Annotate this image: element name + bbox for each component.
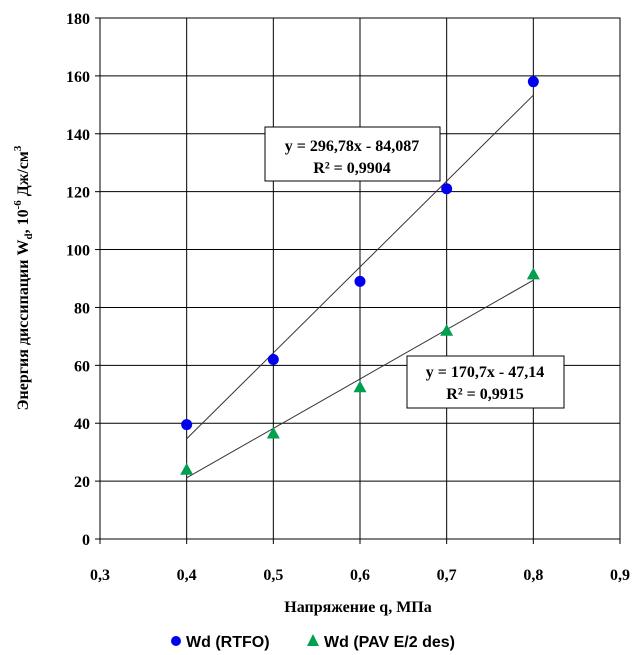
r2-rtfo: R² = 0,9904 — [313, 160, 390, 177]
data-point-triangle — [180, 463, 194, 475]
x-tick-label: 0,6 — [350, 567, 370, 584]
equation-rtfo: y = 296,78x - 84,087 — [285, 138, 419, 155]
x-axis-ticks: 0,3 0,4 0,5 0,6 0,7 0,8 0,9 — [90, 539, 630, 584]
x-tick-label: 0,4 — [177, 567, 197, 584]
x-tick-label: 0,9 — [610, 567, 630, 584]
y-tick-label: 120 — [66, 185, 90, 202]
x-tick-label: 0,3 — [90, 567, 110, 584]
x-tick-label: 0,8 — [523, 567, 543, 584]
x-tick-label: 0,7 — [437, 567, 457, 584]
data-point-circle — [527, 76, 539, 88]
trendline-1 — [186, 279, 534, 479]
equation-box-rtfo: y = 296,78x - 84,087 R² = 0,9904 — [264, 126, 441, 182]
data-points — [180, 76, 540, 475]
legend-label-rtfo: Wd (RTFO) — [186, 634, 270, 651]
legend-marker-pav — [307, 634, 319, 646]
data-point-circle — [354, 275, 366, 287]
equation-box-pav: y = 170,7x - 47,14 R² = 0,9915 — [406, 355, 565, 409]
y-tick-label: 40 — [74, 416, 90, 433]
y-axis-ticks: 0 20 40 60 80 100 120 140 160 180 — [66, 11, 100, 549]
x-tick-label: 0,5 — [263, 567, 283, 584]
y-tick-label: 100 — [66, 243, 90, 260]
y-tick-label: 80 — [74, 300, 90, 317]
equation-pav: y = 170,7x - 47,14 — [426, 364, 544, 381]
data-point-circle — [441, 183, 453, 195]
y-tick-label: 20 — [74, 474, 90, 491]
x-axis-title: Напряжение q, МПа — [284, 599, 431, 616]
data-point-triangle — [440, 324, 454, 336]
y-tick-label: 60 — [74, 358, 90, 375]
trendline-0 — [186, 94, 534, 440]
data-point-circle — [181, 419, 193, 431]
legend: Wd (RTFO) Wd (PAV E/2 des) — [171, 634, 455, 651]
legend-marker-rtfo — [171, 636, 181, 646]
trendlines — [186, 94, 534, 479]
y-tick-label: 140 — [66, 127, 90, 144]
data-point-triangle — [353, 380, 367, 393]
y-tick-label: 0 — [82, 532, 90, 549]
data-point-circle — [267, 354, 279, 366]
y-tick-label: 160 — [66, 69, 90, 86]
y-axis-title: Энергия диссипации Wd, 10-6 Дж/см3 — [12, 145, 35, 410]
y-tick-label: 180 — [66, 11, 90, 28]
r2-pav: R² = 0,9915 — [446, 386, 523, 403]
legend-label-pav: Wd (PAV E/2 des) — [324, 634, 455, 651]
data-point-triangle — [266, 426, 280, 439]
data-point-triangle — [526, 267, 540, 280]
